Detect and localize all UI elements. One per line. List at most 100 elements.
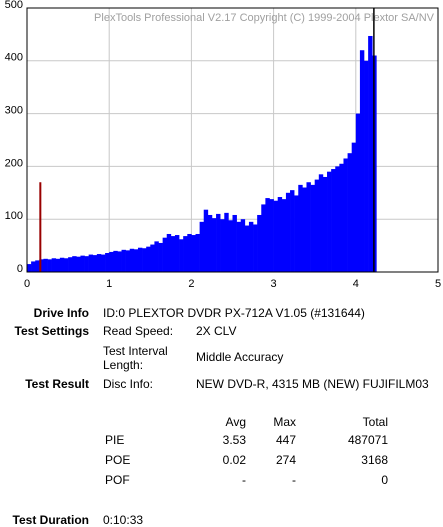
bar: [39, 182, 42, 272]
bar: [327, 171, 332, 272]
bar: [162, 237, 168, 272]
bar: [158, 242, 163, 272]
bar: [195, 233, 200, 272]
cell: 0.02: [222, 453, 246, 467]
bar: [310, 184, 315, 272]
bar: [277, 197, 283, 272]
bar: [137, 247, 143, 272]
row-label: PIE: [105, 433, 125, 447]
bar: [166, 233, 172, 272]
bar: [364, 60, 369, 272]
y-tick-label: 100: [5, 210, 23, 222]
bar: [105, 252, 110, 272]
bar: [339, 163, 344, 272]
bar: [244, 225, 250, 272]
label: Test Settings: [14, 324, 89, 338]
cell: -: [242, 473, 246, 487]
x-tick-label: 0: [24, 278, 30, 290]
bar: [322, 176, 328, 272]
value: ID:0 PLEXTOR DVDR PX-712A V1.05 (#131644…: [103, 306, 365, 320]
bar: [154, 241, 159, 272]
bar: [187, 233, 192, 272]
bar: [174, 235, 180, 272]
bar: [59, 257, 65, 272]
bar: [88, 254, 94, 272]
bar: [273, 200, 279, 272]
bar: [121, 249, 126, 272]
bar: [80, 255, 85, 272]
bar: [150, 244, 155, 272]
y-tick-label: 500: [5, 0, 23, 11]
y-tick-label: 0: [17, 263, 23, 275]
bar: [228, 220, 233, 272]
y-tick-label: 300: [5, 105, 23, 117]
bar: [199, 221, 205, 272]
bar: [191, 235, 196, 272]
bar: [253, 224, 258, 272]
bar: [96, 254, 102, 272]
bar: [257, 214, 262, 272]
cell: 3.53: [222, 433, 246, 447]
bar: [306, 182, 311, 272]
label: Disc Info:: [103, 377, 154, 391]
frame: [26, 7, 439, 273]
x-tick-label: 2: [188, 278, 194, 290]
label: Test Interval: [103, 344, 168, 358]
y-tick-label: 400: [5, 52, 23, 64]
bar: [72, 256, 77, 272]
bar: [27, 264, 32, 272]
value: 2X CLV: [196, 324, 237, 338]
bar: [92, 255, 98, 272]
bar: [281, 199, 287, 272]
bar: [368, 35, 373, 272]
bar: [220, 219, 225, 272]
bar: [183, 236, 188, 272]
label: Read Speed:: [103, 324, 174, 338]
cell: -: [292, 473, 296, 487]
watermark: PlexTools Professional V2.17 Copyright (…: [94, 12, 435, 24]
bar: [142, 248, 147, 272]
bar: [51, 258, 57, 272]
bar: [318, 174, 324, 272]
bar: [113, 250, 118, 272]
x-tick-label: 3: [271, 278, 277, 290]
bar: [216, 213, 221, 272]
bar: [224, 212, 229, 272]
bar: [261, 204, 266, 272]
bar: [248, 221, 254, 272]
bar: [298, 184, 303, 272]
bar: [285, 192, 291, 272]
bar: [125, 250, 131, 272]
bar: [355, 113, 361, 272]
bar: [63, 258, 69, 272]
bar: [31, 261, 36, 272]
value: 0:10:33: [103, 513, 144, 527]
bar: [269, 199, 274, 272]
bar: [207, 214, 213, 272]
cell: 487071: [347, 433, 388, 447]
bar: [84, 256, 89, 272]
bar: [331, 169, 336, 272]
bar: [294, 195, 299, 272]
bar: [236, 221, 242, 272]
bar: [68, 257, 73, 272]
column-header: Max: [273, 415, 296, 429]
y-tick-label: 200: [5, 157, 23, 169]
bar: [302, 187, 307, 272]
bar: [109, 251, 114, 272]
bar: [117, 251, 122, 272]
bar: [240, 219, 246, 272]
cell: 0: [381, 473, 388, 487]
bar: [55, 258, 61, 272]
bar: [35, 260, 40, 272]
cell: 3168: [361, 453, 388, 467]
bar: [314, 179, 320, 272]
bar: [347, 153, 352, 272]
label: Drive Info: [33, 306, 89, 320]
bar: [170, 236, 176, 272]
x-tick-label: 4: [353, 278, 359, 290]
bar: [179, 239, 184, 272]
cell: 274: [275, 453, 296, 467]
x-tick-label: 5: [435, 278, 441, 290]
row-label: POE: [105, 453, 131, 467]
